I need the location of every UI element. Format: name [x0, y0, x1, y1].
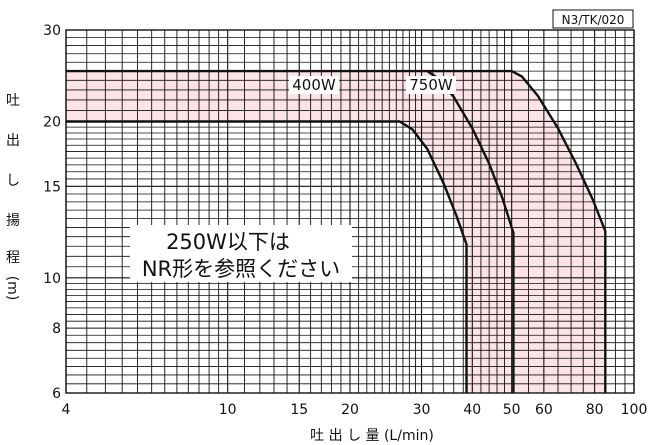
- y-tick-label: 6: [52, 386, 61, 402]
- y-tick-label: 8: [52, 321, 61, 337]
- y-axis-title-char: し: [6, 173, 20, 189]
- y-tick-label: 15: [43, 179, 61, 195]
- y-axis-title-char: 出: [6, 133, 20, 149]
- x-tick-label: 10: [219, 402, 237, 418]
- x-tick-label: 30: [413, 402, 431, 418]
- curve-label-background: [289, 76, 339, 94]
- note-box: 250W以下は NR形を参照ください: [130, 225, 352, 282]
- label-layer: 400W 750W 4 10 15 20 30 40 50 60 80 100 6 8 10 15 20 30 吐出…: [4, 23, 647, 418]
- curve-label: 750W: [409, 76, 453, 94]
- y-axis-title-char: 程: [6, 250, 20, 266]
- curve-layer: [66, 69, 607, 393]
- y-tick-label: 30: [43, 23, 61, 39]
- y-axis-title-char: 揚: [6, 212, 20, 229]
- y-axis-title-char: 吐: [6, 93, 20, 109]
- y-tick-label: 10: [43, 271, 61, 287]
- y-axis-title-char: (m): [4, 276, 20, 301]
- x-tick-label: 80: [586, 402, 604, 418]
- curve-label: 400W: [292, 76, 336, 94]
- chart-code-label: N3/TK/020: [562, 13, 625, 27]
- x-tick-label: 60: [535, 402, 553, 418]
- x-tick-label: 50: [503, 402, 521, 418]
- x-tick-label: 40: [463, 402, 481, 418]
- y-tick-label: 20: [43, 114, 61, 130]
- plot-frame: [65, 29, 635, 394]
- curve-label-background: [406, 76, 456, 94]
- curve-400w: [66, 120, 468, 393]
- note-line-1: 250W以下は: [166, 230, 290, 254]
- curve-upper-limit: [427, 69, 607, 393]
- x-tick-label: 4: [62, 402, 71, 418]
- x-tick-label: 15: [290, 402, 308, 418]
- curve-750w: [66, 69, 515, 393]
- x-axis-title: 吐 出 し 量 (L/min): [310, 428, 434, 444]
- note-line-2: NR形を参照ください: [142, 257, 340, 281]
- x-tick-label: 20: [341, 402, 359, 418]
- x-tick-label: 100: [621, 402, 648, 418]
- chart-code-box: [552, 9, 634, 29]
